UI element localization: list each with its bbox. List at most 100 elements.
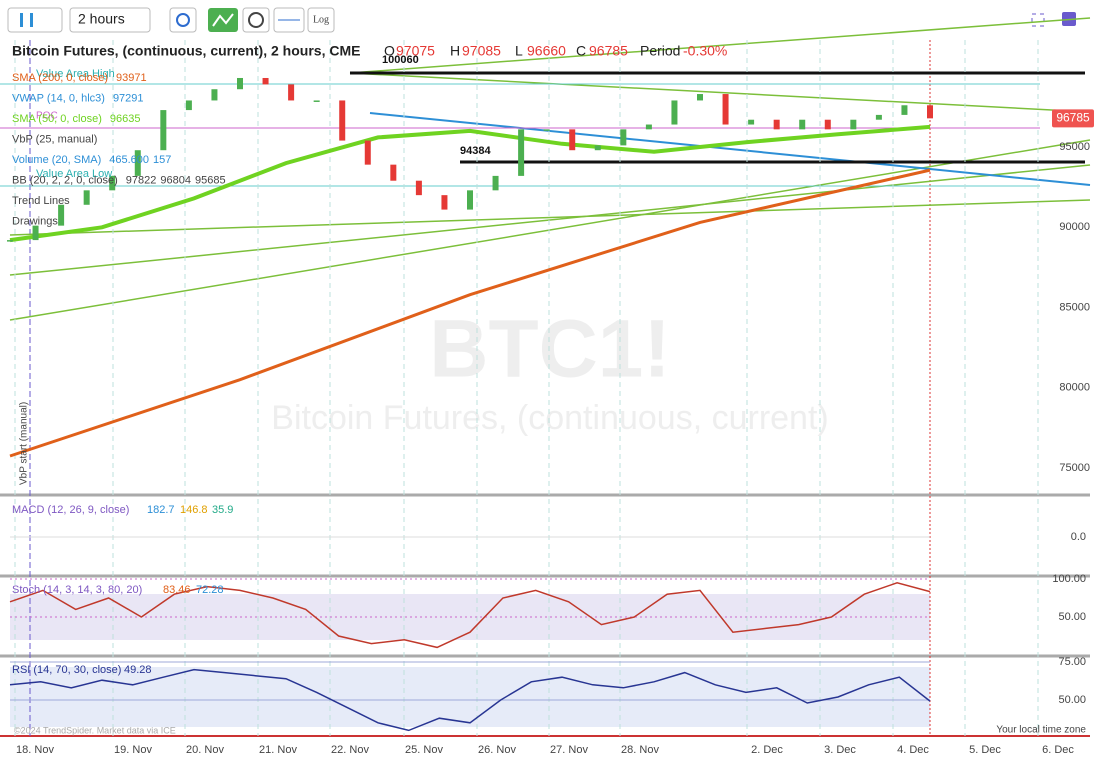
h-value: 97085 bbox=[462, 43, 501, 59]
candle bbox=[901, 105, 908, 115]
candle bbox=[594, 145, 601, 151]
icon bbox=[20, 13, 23, 27]
copyright: ©2024 TrendSpider. Market data via ICE bbox=[14, 725, 176, 735]
candle bbox=[824, 119, 831, 130]
indicator-label: VWAP (14, 0, hlc3) bbox=[12, 92, 105, 104]
annotation: Value Area High bbox=[36, 68, 115, 80]
annotation: VbP start (manual) bbox=[19, 402, 30, 485]
indicator-value: 95685 bbox=[195, 174, 226, 186]
candle bbox=[722, 94, 729, 125]
candle bbox=[645, 124, 652, 130]
last-price: 96785 bbox=[1056, 111, 1090, 125]
fullscreen-button[interactable] bbox=[1031, 13, 1045, 27]
rsi-line bbox=[9, 668, 931, 732]
macd-value: 35.9 bbox=[212, 504, 233, 516]
indicator-value: 97822 bbox=[126, 174, 157, 186]
price-tick-label: 80000 bbox=[1059, 382, 1090, 394]
candle bbox=[32, 225, 39, 241]
rsi-value: 49.28 bbox=[124, 664, 152, 676]
candle bbox=[415, 180, 422, 196]
date-label: 26. Nov bbox=[478, 744, 516, 756]
candle bbox=[58, 204, 65, 226]
interval: 2 hours bbox=[78, 11, 125, 27]
candle bbox=[211, 89, 218, 101]
trend-line bbox=[9, 199, 1091, 236]
date-label: 27. Nov bbox=[550, 744, 588, 756]
candle bbox=[134, 150, 141, 176]
rsi-tick-label: 50.00 bbox=[1058, 694, 1086, 706]
candle bbox=[7, 240, 13, 242]
settings-button[interactable] bbox=[169, 7, 197, 33]
indicator-value: 96804 bbox=[160, 174, 191, 186]
candle bbox=[339, 100, 346, 141]
candle bbox=[697, 94, 703, 101]
candle bbox=[492, 175, 499, 191]
candle bbox=[441, 195, 448, 210]
candle bbox=[262, 77, 269, 85]
price-tick-label: 90000 bbox=[1059, 221, 1090, 233]
candle bbox=[390, 164, 397, 181]
log-button[interactable] bbox=[307, 7, 335, 33]
marks bbox=[7, 40, 1039, 736]
c-label: C bbox=[576, 43, 586, 59]
sma200-line bbox=[9, 168, 931, 458]
trend-line bbox=[349, 17, 1091, 74]
date-label: 18. Nov bbox=[16, 744, 54, 756]
icon bbox=[212, 13, 234, 27]
date-label: 25. Nov bbox=[405, 744, 443, 756]
indicator-label: VbP (25, manual) bbox=[12, 133, 97, 145]
rsi-band bbox=[10, 667, 930, 727]
indicator-value: 465.600 bbox=[109, 154, 149, 166]
price-tick-label: 85000 bbox=[1059, 301, 1090, 313]
sma50-line bbox=[9, 124, 931, 243]
date-label: 3. Dec bbox=[824, 744, 856, 756]
o-label: O bbox=[384, 43, 395, 59]
indicator-label: SMA (200, 0, close) bbox=[12, 72, 108, 84]
candle bbox=[518, 129, 525, 176]
date-label: 28. Nov bbox=[621, 744, 659, 756]
watermark-symbol: BTC1! bbox=[429, 304, 670, 395]
rsi-label: RSI (14, 70, 30, close) bbox=[12, 664, 121, 676]
date-label: 6. Dec bbox=[1042, 744, 1074, 756]
trend-line bbox=[9, 139, 1091, 321]
candle bbox=[850, 119, 857, 130]
indicator-label: Drawings bbox=[12, 215, 58, 227]
rsi-tick-label: 75.00 bbox=[1058, 656, 1086, 668]
trend-line bbox=[349, 72, 1091, 113]
candle bbox=[160, 110, 167, 151]
period-label: Period bbox=[640, 43, 680, 59]
title: Bitcoin Futures, (continuous, current), … bbox=[12, 43, 360, 59]
candle bbox=[83, 190, 90, 205]
indicator-label: SMA (50, 0, close) bbox=[12, 113, 102, 125]
trend-line bbox=[9, 164, 1091, 276]
indicator-value: 96635 bbox=[110, 113, 141, 125]
candle bbox=[288, 84, 295, 101]
annotation: 94384 bbox=[460, 145, 491, 157]
annotation: 100060 bbox=[382, 54, 419, 66]
candle bbox=[875, 114, 882, 120]
candle bbox=[185, 100, 192, 111]
indicator-value: 157 bbox=[153, 154, 171, 166]
icon bbox=[248, 12, 264, 28]
date-label: 19. Nov bbox=[114, 744, 152, 756]
candle bbox=[799, 119, 806, 130]
macd-tick-label: 0.0 bbox=[1071, 531, 1086, 543]
date-label: 2. Dec bbox=[751, 744, 783, 756]
indicator-label: Volume (20, SMA) bbox=[12, 154, 101, 166]
l-label: L bbox=[515, 43, 523, 59]
price-tick-label: 95000 bbox=[1059, 141, 1090, 153]
stoch-label: Stoch (14, 3, 14, 3, 80, 20) bbox=[12, 584, 142, 596]
indicator-value: 97291 bbox=[113, 92, 144, 104]
candle bbox=[773, 119, 780, 130]
stoch-tick-label: 100.00 bbox=[1052, 573, 1086, 585]
clock-button[interactable] bbox=[242, 7, 270, 33]
period-value: -0.30% bbox=[683, 43, 727, 59]
candle bbox=[467, 190, 473, 210]
interval-select[interactable] bbox=[69, 7, 151, 33]
last-price-tag bbox=[1052, 109, 1094, 128]
candle bbox=[313, 100, 320, 102]
chart-type-button[interactable] bbox=[7, 7, 63, 33]
candle bbox=[109, 175, 116, 191]
watermark-name: Bitcoin Futures, (continuous, current) bbox=[271, 399, 828, 437]
macd-label: MACD (12, 26, 9, close) bbox=[12, 504, 129, 516]
